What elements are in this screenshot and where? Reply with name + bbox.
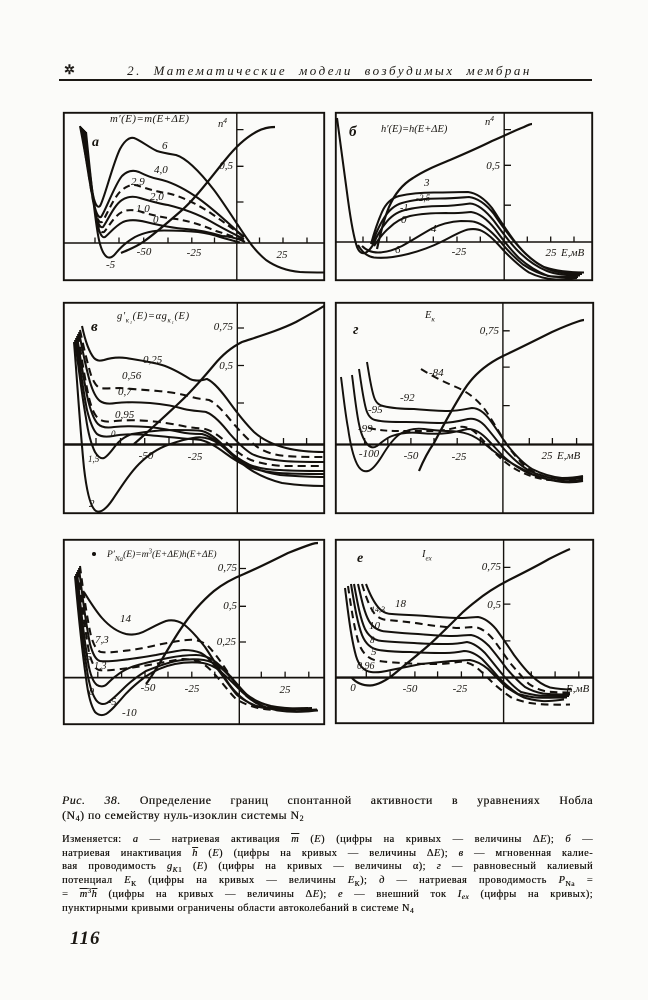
svg-text:2,0: 2,0 <box>150 191 164 203</box>
svg-text:14,3: 14,3 <box>371 605 385 614</box>
svg-text:7,3: 7,3 <box>95 634 109 646</box>
svg-text:25: 25 <box>277 249 289 261</box>
svg-text:-95: -95 <box>368 404 383 416</box>
svg-text:в: в <box>91 319 98 335</box>
svg-text:-84: -84 <box>429 367 444 379</box>
svg-text:-92: -92 <box>400 392 415 404</box>
svg-text:0,5: 0,5 <box>486 160 500 172</box>
svg-text:0,5: 0,5 <box>219 360 233 372</box>
svg-text:0,96: 0,96 <box>357 661 375 672</box>
svg-text:2,9: 2,9 <box>131 176 145 188</box>
svg-text:6: 6 <box>162 140 168 152</box>
svg-text:0: 0 <box>89 687 94 698</box>
svg-text:E,мВ: E,мВ <box>556 450 580 462</box>
svg-text:б: б <box>349 124 357 140</box>
svg-text:-25: -25 <box>187 247 202 259</box>
svg-text:P′Nа(E)=m3(E+ΔE)h(E+ΔE): P′Nа(E)=m3(E+ΔE)h(E+ΔE) <box>106 548 217 564</box>
svg-text:-50: -50 <box>404 450 419 462</box>
svg-text:E,мВ: E,мВ <box>565 683 589 695</box>
svg-text:0,5: 0,5 <box>223 600 237 612</box>
svg-text:n4: n4 <box>485 114 494 128</box>
svg-text:8: 8 <box>370 635 375 645</box>
svg-text:-50: -50 <box>141 682 156 694</box>
svg-text:0,25: 0,25 <box>143 354 163 366</box>
svg-text:0: 0 <box>111 429 116 439</box>
svg-text:1,3: 1,3 <box>94 661 107 672</box>
svg-text:-5: -5 <box>106 259 116 271</box>
svg-text:25: 25 <box>546 247 558 259</box>
svg-text:-10: -10 <box>122 707 137 719</box>
svg-text:0,75: 0,75 <box>482 561 502 573</box>
svg-text:-50: -50 <box>137 246 152 258</box>
svg-text:g′к₁(E)=αgк₁(E): g′к₁(E)=αgк₁(E) <box>117 311 190 325</box>
svg-text:1,0: 1,0 <box>136 203 150 215</box>
svg-text:5: 5 <box>371 646 377 658</box>
svg-text:n4: n4 <box>218 116 227 130</box>
svg-text:2: 2 <box>89 498 95 510</box>
svg-text:0,56: 0,56 <box>122 370 142 382</box>
svg-text:25: 25 <box>280 684 292 696</box>
svg-text:h′(E)=h(E+ΔE): h′(E)=h(E+ΔE) <box>381 124 448 135</box>
svg-text:0,75: 0,75 <box>218 562 238 574</box>
svg-text:1,5: 1,5 <box>88 454 100 464</box>
svg-text:-25: -25 <box>452 246 467 258</box>
svg-text:Eк: Eк <box>424 310 435 324</box>
svg-text:0,7: 0,7 <box>118 386 132 398</box>
svg-text:-99: -99 <box>358 423 373 435</box>
svg-text:E,мВ: E,мВ <box>560 247 584 259</box>
svg-text:4: 4 <box>431 223 437 235</box>
svg-text:0,25: 0,25 <box>217 636 237 648</box>
svg-text:-5: -5 <box>108 697 116 708</box>
svg-text:e: e <box>357 551 363 566</box>
svg-text:18: 18 <box>395 598 407 610</box>
svg-text:0,5: 0,5 <box>487 599 501 611</box>
svg-text:Iex: Iex <box>421 549 433 563</box>
svg-text:0,75: 0,75 <box>214 321 234 333</box>
svg-text:14: 14 <box>120 613 132 625</box>
svg-text:4,0: 4,0 <box>154 164 168 176</box>
svg-text:-25: -25 <box>188 451 203 463</box>
svg-text:-2,5: -2,5 <box>416 193 431 203</box>
svg-text:г: г <box>353 322 359 338</box>
svg-text:5: 5 <box>86 651 92 663</box>
svg-text:0,95: 0,95 <box>115 409 135 421</box>
svg-text:-25: -25 <box>453 683 468 695</box>
svg-text:a: a <box>92 135 99 150</box>
svg-text:0,5: 0,5 <box>219 160 233 172</box>
svg-text:3: 3 <box>423 177 430 189</box>
svg-text:-25: -25 <box>452 451 467 463</box>
svg-text:10: 10 <box>369 620 381 632</box>
svg-text:25: 25 <box>542 450 554 462</box>
svg-text:6: 6 <box>395 244 401 256</box>
svg-text:-1: -1 <box>400 203 408 214</box>
svg-text:-100: -100 <box>359 448 380 460</box>
svg-text:-50: -50 <box>139 450 154 462</box>
svg-text:-50: -50 <box>403 683 418 695</box>
svg-text:0: 0 <box>153 214 159 226</box>
svg-text:0: 0 <box>401 214 407 226</box>
svg-text:-25: -25 <box>185 683 200 695</box>
svg-text:0,75: 0,75 <box>480 325 500 337</box>
svg-text:0: 0 <box>350 682 356 694</box>
svg-text:m′(E)=m(E+ΔE): m′(E)=m(E+ΔE) <box>110 113 190 125</box>
